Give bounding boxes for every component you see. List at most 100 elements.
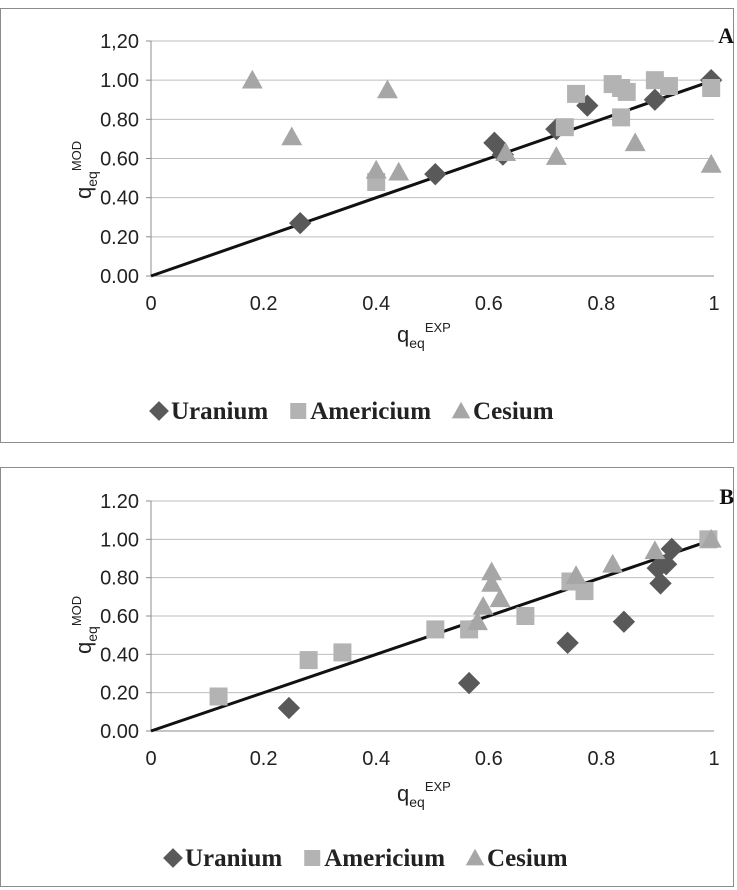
x-tick-label-b-4: 0.8 <box>587 748 615 770</box>
x-tick-label-a-2: 0.4 <box>362 293 390 315</box>
x-axis-label-a-sup: EXP <box>425 320 451 335</box>
legend-label-a-0: Uranium <box>171 398 268 425</box>
y-tick-label-b-2: 0.40 <box>100 644 139 666</box>
y-axis-label-b-sub: eq <box>84 626 100 642</box>
y-tick-label-b-0: 0.00 <box>100 721 139 743</box>
y-tick-label-a-5: 1.00 <box>100 70 139 92</box>
y-axis-label-a-sup: MOD <box>69 141 84 171</box>
x-tick-label-b-3: 0.6 <box>475 748 503 770</box>
y-tick-label-a-1: 0.20 <box>100 227 139 249</box>
point-b-americium-1 <box>299 651 318 670</box>
point-b-uranium-1 <box>457 671 481 695</box>
point-b-cesium-3 <box>481 561 503 581</box>
y-tick-label-a-6: 1,20 <box>100 31 139 53</box>
point-a-uranium-1 <box>424 163 447 186</box>
point-b-cesium-4 <box>489 588 511 608</box>
point-b-uranium-3 <box>612 610 636 633</box>
x-axis-label-b-sub: eq <box>409 794 425 810</box>
point-b-cesium-8 <box>700 528 722 548</box>
point-a-americium-8 <box>659 77 678 96</box>
y-tick-label-b-5: 1.00 <box>100 529 139 551</box>
point-a-cesium-7 <box>624 132 646 152</box>
point-a-cesium-4 <box>388 161 410 181</box>
point-b-cesium-0 <box>467 611 488 631</box>
legend-marker-b-1 <box>304 850 321 866</box>
scatter-chart-a: 0.00 0.20 0.40 0.60 0.80 1.00 1,20 0 0.2 0.4 0.6 0.… <box>69 23 734 425</box>
scatter-chart-b: 0.00 0.20 0.40 0.60 0.80 1.00 1.20 0 0.2 0.4 0.6 0.… <box>69 484 734 872</box>
y-axis-label-b: qeqMOD <box>69 596 100 654</box>
x-axis-label-a-sub: eq <box>409 335 425 351</box>
y-axis-label-b-sup: MOD <box>69 596 84 626</box>
point-a-americium-7 <box>645 71 664 90</box>
x-axis-label-b-base: q <box>397 781 409 806</box>
point-b-americium-7 <box>575 582 594 601</box>
chart-panel-a: 0.00 0.20 0.40 0.60 0.80 1.00 1,20 0 0.2 0.4 0.6 0.… <box>0 8 734 443</box>
panel-letter-a: A <box>718 23 734 48</box>
y-axis-label-b-base: q <box>71 642 96 654</box>
point-b-uranium-2 <box>556 631 579 654</box>
point-a-cesium-1 <box>281 126 303 146</box>
x-axis-label-b: qeqEXP <box>397 779 451 810</box>
y-tick-label-b-3: 0.60 <box>100 606 139 628</box>
point-b-americium-2 <box>333 643 352 662</box>
point-b-uranium-7 <box>660 537 683 561</box>
x-tick-label-b-0: 0 <box>145 748 156 770</box>
legend-marker-a-2 <box>451 401 471 419</box>
point-a-americium-6 <box>617 82 636 101</box>
legend-label-b-0: Uranium <box>185 845 282 872</box>
point-b-cesium-5 <box>565 565 587 585</box>
y-tick-label-b-4: 0.80 <box>100 568 139 590</box>
point-b-uranium-0 <box>277 696 301 720</box>
x-tick-label-a-0: 0 <box>145 293 156 315</box>
x-tick-label-b-5: 1 <box>708 748 719 770</box>
point-a-americium-4 <box>612 108 631 127</box>
point-a-cesium-5 <box>495 142 517 161</box>
legend-label-a-1: Americium <box>310 398 431 425</box>
legend-marker-b-0 <box>163 848 183 868</box>
point-a-uranium-2 <box>483 131 506 154</box>
x-tick-label-b-1: 0.2 <box>250 748 278 770</box>
y-tick-label-a-0: 0.00 <box>100 266 139 288</box>
legend-marker-a-1 <box>290 403 307 419</box>
point-b-cesium-6 <box>602 553 624 573</box>
chart-panel-b: 0.00 0.20 0.40 0.60 0.80 1.00 1.20 0 0.2 0.4 0.6 0.… <box>0 467 734 887</box>
legend-label-b-2: Cesium <box>487 845 568 872</box>
point-b-uranium-5 <box>649 572 672 595</box>
x-tick-label-a-5: 1 <box>708 293 719 315</box>
y-tick-label-a-4: 0.80 <box>100 109 139 131</box>
point-a-cesium-2 <box>365 159 387 179</box>
legend-label-b-1: Americium <box>324 845 445 872</box>
legend-label-a-2: Cesium <box>473 398 554 425</box>
x-axis-label-a: qeqEXP <box>397 320 451 351</box>
x-axis-label-a-base: q <box>397 322 409 347</box>
point-a-cesium-0 <box>241 69 263 89</box>
point-b-cesium-2 <box>481 572 503 592</box>
x-tick-label-b-2: 0.4 <box>362 748 390 770</box>
point-a-americium-1 <box>555 118 574 137</box>
point-b-americium-5 <box>516 607 535 625</box>
x-tick-label-a-1: 0.2 <box>250 293 278 315</box>
y-axis-label-a: qeqMOD <box>69 141 100 199</box>
y-tick-label-a-3: 0.60 <box>100 149 139 171</box>
y-tick-label-a-2: 0.40 <box>100 188 139 210</box>
legend-marker-b-2 <box>465 848 485 866</box>
x-tick-label-a-3: 0.6 <box>475 293 503 315</box>
point-a-cesium-8 <box>700 153 722 173</box>
point-a-cesium-3 <box>377 79 398 99</box>
y-tick-label-b-1: 0.20 <box>100 683 139 705</box>
legend-marker-a-0 <box>149 401 169 421</box>
y-tick-label-b-6: 1.20 <box>100 491 139 513</box>
x-tick-label-a-4: 0.8 <box>587 293 615 315</box>
point-a-cesium-6 <box>545 146 567 165</box>
x-axis-label-b-sup: EXP <box>425 779 451 794</box>
point-b-americium-0 <box>209 687 228 706</box>
point-a-americium-2 <box>567 84 586 103</box>
panel-letter-b: B <box>719 484 734 509</box>
y-axis-label-a-base: q <box>71 187 96 199</box>
point-b-cesium-1 <box>472 595 494 615</box>
point-a-uranium-0 <box>289 211 312 235</box>
point-b-americium-3 <box>426 620 445 639</box>
point-b-cesium-7 <box>644 540 666 560</box>
point-a-americium-9 <box>702 79 721 97</box>
y-axis-label-a-sub: eq <box>84 171 100 187</box>
